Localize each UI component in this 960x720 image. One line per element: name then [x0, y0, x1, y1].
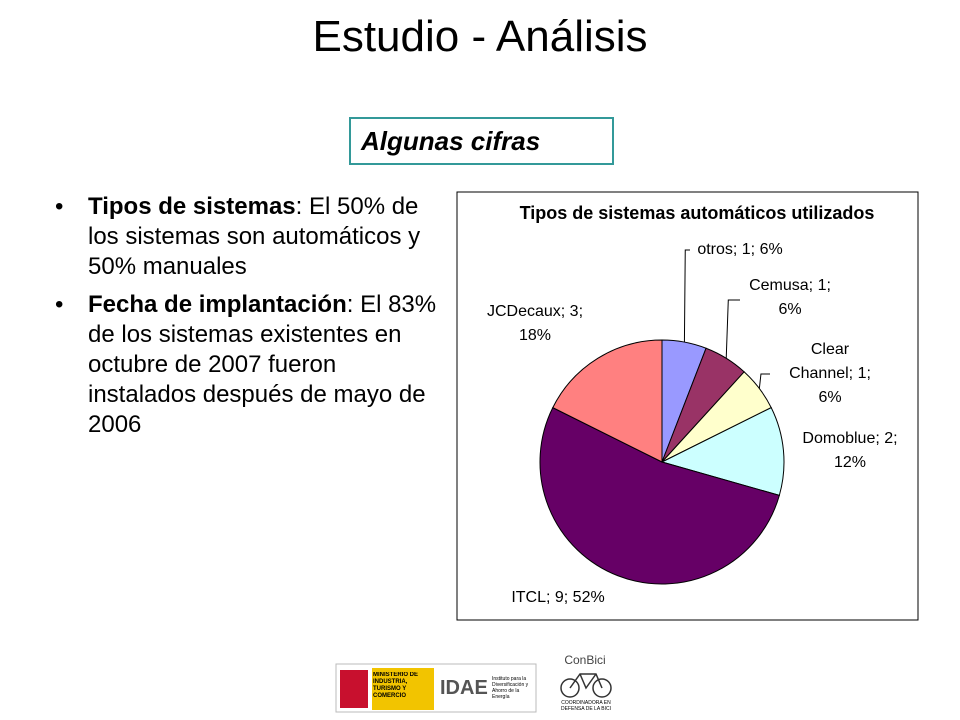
logo-text-box: COORDINADORA EN DEFENSA DE LA BICI	[560, 700, 612, 712]
logo-text-box: Instituto para la Diversificación y Ahor…	[492, 676, 529, 700]
logo-frame	[335, 663, 537, 713]
logo-wheel	[560, 678, 580, 698]
bullet-list: Tipos de sistemas: El 50% de los sistema…	[55, 192, 440, 448]
pie-slice	[539, 406, 780, 585]
section-box: Algunas cifras	[349, 117, 614, 165]
data-label: Clear Channel; 1; 6%	[789, 341, 871, 406]
chart-frame	[456, 191, 919, 621]
logo-frame-bike	[569, 673, 603, 690]
logo-ministry: MINISTERIO DE INDUSTRIA, TURISMO Y COMER…	[335, 663, 537, 713]
logo-sub: Instituto para la Diversificación y Ahor…	[492, 676, 529, 700]
leader-line	[758, 373, 770, 389]
bullet: Fecha de implantación: El 83% de los sis…	[55, 290, 440, 440]
data-label: Domoblue; 2; 12%	[802, 430, 897, 471]
leader-line	[683, 249, 690, 343]
bullet-bold: Tipos de sistemas	[88, 193, 296, 220]
logo-conbici: ConBici COORDINADORA EN DEFENSA DE LA BI…	[560, 653, 612, 712]
logo-conbici-name: ConBici	[564, 653, 605, 667]
data-label: JCDecaux; 3; 18%	[487, 303, 583, 344]
bullet: Tipos de sistemas: El 50% de los sistema…	[55, 192, 440, 282]
logo-text: MINISTERIO DE INDUSTRIA, TURISMO Y COMER…	[373, 672, 419, 699]
bullet-text: : El 50% de los sistemas son automáticos…	[88, 193, 421, 280]
logo-band	[372, 668, 434, 710]
chart-title: Tipos de sistemas automáticos utilizados	[520, 203, 875, 223]
logo-idae: IDAE	[440, 677, 488, 699]
logo-wheel	[592, 678, 612, 698]
logo-shield	[340, 670, 368, 708]
data-label: otros; 1; 6%	[697, 241, 782, 258]
logo-text-box: MINISTERIO DE INDUSTRIA, TURISMO Y COMER…	[373, 672, 419, 699]
data-label: Cemusa; 1; 6%	[749, 277, 831, 318]
bullet-bold: Fecha de implantación	[88, 291, 347, 318]
leader-line	[725, 299, 740, 359]
slide-title: Estudio - Análisis	[312, 12, 648, 61]
logo-sub: COORDINADORA EN DEFENSA DE LA BICI	[560, 700, 612, 712]
pie-slice	[660, 406, 785, 497]
data-label: ITCL; 9; 52%	[511, 589, 604, 606]
bullet-text: : El 83% de los sistemas existentes en o…	[88, 291, 437, 438]
pie-slice	[552, 339, 663, 463]
